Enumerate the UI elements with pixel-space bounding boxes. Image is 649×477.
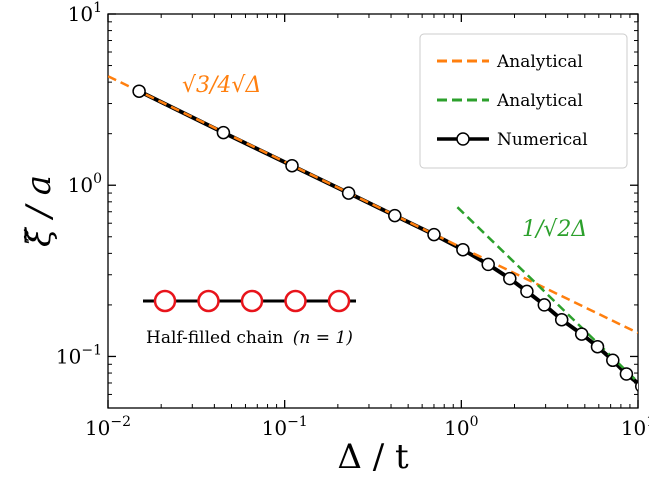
numerical-point [427,227,441,242]
numerical-point [341,186,356,200]
numerical-point [619,367,634,381]
plot-frame [107,13,639,409]
chain-label: Half-filled chain (n = 1) [146,328,353,348]
numerical-point [520,284,534,299]
numerical-point [590,339,605,354]
numerical-point [574,327,589,341]
x-tick-label: 101 [621,414,649,440]
y-axis-title: ξ̃ / a [19,175,59,247]
chain-site [153,289,177,313]
chain-label-math: (n = 1) [293,328,353,348]
y-tick-label: 10−1 [56,342,102,368]
y-tick-label: 100 [68,171,102,197]
series-layer [108,75,638,392]
numerical-point [132,84,146,98]
x-axis-title: Δ / t [337,437,409,477]
annotation-orange: √3/4√Δ [182,73,261,98]
annotation-green: 1/√2Δ [522,217,587,242]
legend-label-3: Numerical [497,130,588,150]
legend-label-2: Analytical [496,91,583,111]
legend: Analytical Analytical Numerical [419,33,628,169]
half-filled-chain-inset: Half-filled chain (n = 1) [143,289,356,348]
numerical-point [481,257,495,272]
x-tick-label: 10−1 [262,414,308,440]
ticks-layer: 10−2 10−1 100 101 10−1 100 101 [56,0,649,440]
numerical-point [537,298,552,312]
numerical-point [285,158,299,173]
numerical-point [456,242,470,257]
chain-site [197,289,220,313]
x-tick-label: 100 [444,414,478,440]
numerical-point [503,271,517,286]
legend-label-1: Analytical [496,52,583,72]
series-analytical-orange [108,75,638,335]
chain-site [284,289,307,313]
numerical-point [388,208,402,223]
numerical-point [634,380,638,392]
numerical-point [554,312,569,327]
legend-box [419,33,628,169]
numerical-point [606,353,620,368]
chain-site [327,289,351,313]
y-tick-label: 101 [68,0,102,26]
numerical-point [216,125,231,140]
chain-label-text: Half-filled chain [146,328,283,348]
chain-site [240,289,264,313]
x-tick-label: 10−2 [85,414,131,440]
legend-marker-icon [456,132,470,146]
